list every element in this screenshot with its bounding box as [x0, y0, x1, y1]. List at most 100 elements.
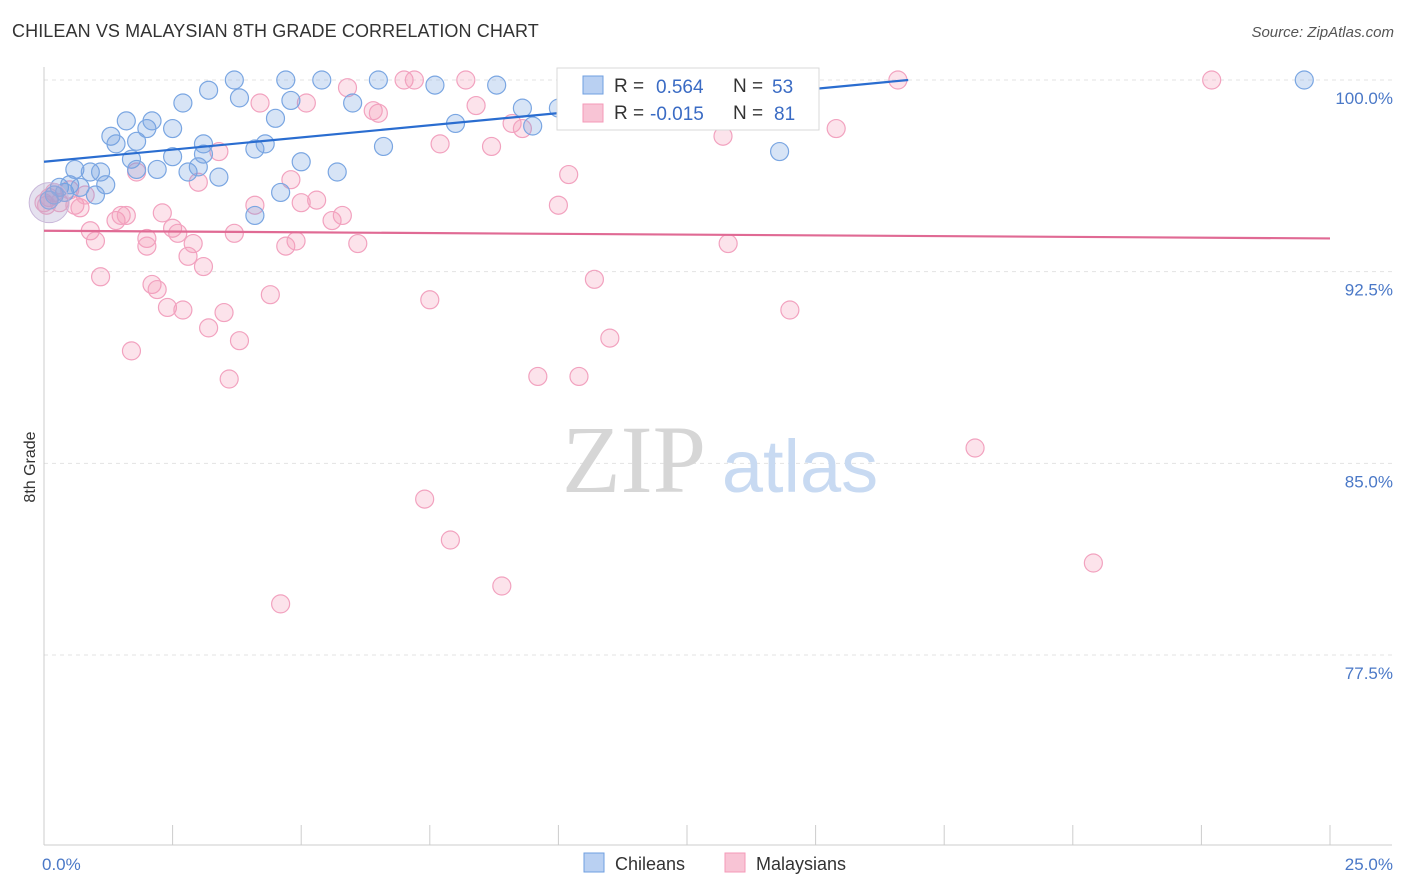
malaysians-point-34 [245, 195, 265, 215]
chileans-point-6 [70, 177, 90, 197]
legend-swatch-chileans [582, 75, 604, 95]
x-tick-label-1: 25.0% [1345, 855, 1393, 874]
legend-n-label-1: N = [733, 76, 763, 97]
malaysians-point-49 [368, 103, 388, 123]
malaysians-point-79 [36, 195, 57, 215]
watermark-zip: ZIP [562, 406, 706, 513]
legend-r-value-malaysians: -0.015 [650, 104, 704, 125]
malaysians-point-30 [214, 302, 234, 323]
malaysians-point-9 [85, 231, 106, 251]
chileans-point-33 [255, 134, 275, 154]
chileans-point-29 [224, 70, 244, 90]
malaysians-point-39 [281, 170, 301, 190]
malaysians-point-27 [193, 256, 214, 277]
malaysians-point-26 [188, 172, 208, 192]
malaysians-point-65 [569, 366, 589, 387]
chileans-point-10 [96, 175, 116, 195]
malaysians-point-78 [1202, 70, 1222, 90]
y-tick-label-2: 85.0% [1345, 472, 1393, 491]
watermark: ZIP atlas [562, 406, 878, 513]
malaysians-point-29 [209, 141, 229, 162]
malaysians-point-12 [111, 205, 131, 226]
malaysians-point-58 [481, 136, 502, 157]
malaysians-point-80 [116, 205, 136, 226]
y-tick-label-3: 77.5% [1345, 664, 1393, 683]
chileans-point-27 [199, 80, 219, 100]
malaysians-point-54 [430, 134, 450, 154]
chileans-point-39 [312, 70, 332, 90]
axes [43, 67, 1392, 846]
chileans-point-30 [229, 88, 250, 108]
chileans-point-42 [368, 70, 388, 90]
chileans-point-23 [178, 162, 198, 182]
chileans-point-52 [523, 116, 543, 136]
malaysians-point-41 [291, 193, 311, 213]
legend-n-value-chileans: 53 [772, 77, 793, 98]
malaysians-point-63 [548, 195, 569, 215]
malaysians-point-77 [1083, 553, 1103, 573]
y-tick-label-1: 92.5% [1345, 281, 1393, 300]
chileans-point-15 [126, 131, 147, 151]
chileans-point-41 [343, 93, 363, 113]
chart-title: CHILEAN VS MALAYSIAN 8TH GRADE CORRELATI… [12, 21, 539, 41]
chileans-point-47 [512, 98, 532, 118]
chileans-point-7 [80, 162, 100, 182]
malaysians-point-53 [420, 290, 440, 310]
chileans-point-5 [65, 159, 85, 180]
malaysians-point-47 [348, 233, 368, 254]
malaysians-point-66 [584, 269, 605, 289]
chileans-point-34 [265, 108, 286, 128]
bottom-legend-swatch-chileans [583, 852, 605, 873]
chileans-point-22 [173, 93, 193, 113]
malaysians-point-64 [559, 164, 579, 185]
gridlines [44, 79, 1392, 656]
chileans-point-26 [193, 134, 214, 154]
malaysians-point-48 [363, 101, 383, 121]
malaysians-point-15 [137, 228, 157, 249]
bottom-legend-label-chileans: Chileans [615, 854, 685, 874]
legend-r-label-2: R = [614, 103, 644, 124]
malaysians-point-52 [415, 489, 435, 509]
chileans-point-51 [1294, 70, 1314, 90]
malaysians-point-19 [152, 203, 172, 223]
malaysians-point-56 [456, 70, 476, 90]
malaysians-point-50 [394, 70, 414, 90]
malaysians-point-33 [224, 223, 244, 243]
legend-n-label-2: N = [733, 103, 763, 124]
malaysians-point-40 [286, 231, 306, 251]
malaysians-point-36 [260, 285, 280, 305]
malaysians-point-13 [121, 341, 142, 361]
chileans-point-28 [209, 167, 229, 187]
chileans-point-37 [281, 90, 301, 111]
chileans-point-18 [142, 111, 162, 131]
malaysians-point-32 [229, 331, 250, 351]
malaysians-point-43 [307, 190, 327, 210]
malaysians-point-67 [600, 328, 620, 348]
series-legend: Chileans Malaysians [583, 852, 846, 874]
legend-r-label-1: R = [614, 76, 644, 97]
watermark-atlas: atlas [722, 425, 878, 508]
chileans-point-13 [116, 111, 136, 131]
bottom-legend-swatch-malaysians [724, 852, 746, 873]
malaysians-point-73 [780, 300, 800, 320]
malaysians-point-0 [34, 193, 54, 213]
chileans-point-32 [245, 139, 265, 159]
malaysians-point-74 [826, 118, 846, 139]
data-points [28, 70, 1314, 614]
chileans-point-50 [769, 141, 790, 162]
malaysians-point-23 [173, 300, 193, 320]
malaysians-point-16 [137, 236, 157, 256]
malaysians-point-6 [70, 198, 90, 218]
malaysians-point-35 [250, 93, 270, 113]
legend-r-value-chileans: 0.564 [656, 77, 704, 98]
chileans-point-44 [425, 75, 445, 95]
malaysians-point-51 [404, 70, 424, 90]
malaysians-point-76 [965, 438, 985, 458]
legend-n-value-malaysians: 81 [774, 104, 795, 125]
malaysians-point-17 [142, 274, 162, 295]
malaysians-point-37 [271, 594, 291, 614]
bottom-legend-label-malaysians: Malaysians [756, 854, 846, 874]
cluster-point [28, 182, 70, 224]
chileans-point-19 [147, 159, 167, 180]
malaysians-point-45 [332, 205, 352, 226]
